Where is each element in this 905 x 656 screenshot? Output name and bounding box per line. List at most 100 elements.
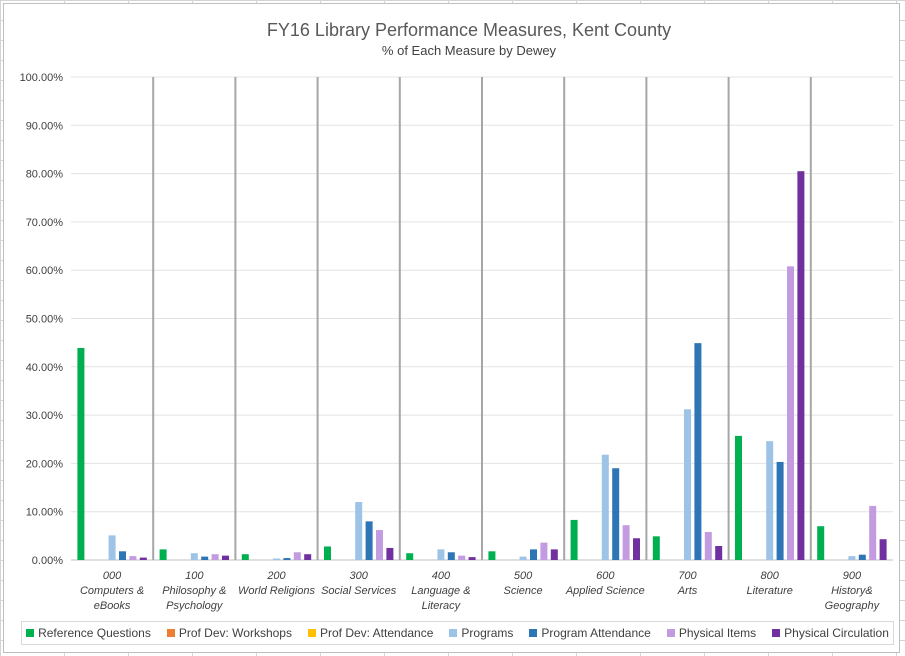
legend-swatch (772, 629, 781, 637)
y-tick-label: 20.00% (26, 458, 64, 470)
x-category-label: 800 (761, 570, 780, 582)
bar (222, 555, 229, 560)
x-category-labels: 000 Computers & eBooks 100 Philosophy & Psych… (80, 570, 881, 612)
x-category-label: Arts (677, 585, 698, 597)
legend-item[interactable]: Prof Dev: Workshops (166, 626, 292, 640)
bar (129, 556, 137, 560)
legend-label: Reference Questions (38, 626, 151, 640)
bar (488, 551, 496, 560)
bar (848, 556, 856, 560)
legend-item[interactable]: Prof Dev: Attendance (307, 626, 434, 640)
x-category-label: Literacy (422, 600, 462, 612)
bar (550, 549, 558, 560)
legend-swatch (307, 629, 316, 637)
bar (437, 549, 445, 560)
legend-label: Physical Items (678, 626, 757, 640)
x-category-label: 100 (185, 570, 204, 582)
bar (468, 557, 476, 560)
x-category-label: 900 (843, 570, 862, 582)
bar (273, 558, 280, 560)
x-category-label: History& (831, 585, 873, 597)
x-category-label: 600 (596, 570, 615, 582)
legend-swatch (449, 629, 458, 637)
bar (324, 546, 331, 560)
bar-chart: FY16 Library Performance Measures, Kent … (20, 20, 893, 612)
x-category-label: 200 (266, 570, 286, 582)
y-tick-labels: 0.00% 10.00% 20.00% 30.00% 40.00% 50.00% 60.00… (20, 72, 64, 567)
bar (766, 441, 774, 560)
legend-label: Prof Dev: Attendance (319, 626, 434, 640)
bar (879, 539, 887, 560)
x-category-label: Applied Science (565, 585, 645, 597)
bar (376, 530, 383, 560)
legend-label: Physical Circulation (784, 626, 889, 640)
x-category-label: 500 (514, 570, 533, 582)
x-category-label: Geography (825, 600, 881, 612)
bar (715, 545, 723, 560)
x-category-label: eBooks (94, 600, 131, 612)
legend-swatch (666, 629, 675, 637)
bar (684, 409, 691, 560)
bar (570, 519, 578, 560)
y-tick-label: 90.00% (26, 120, 64, 132)
x-category-label: Science (504, 585, 543, 597)
bar-series (77, 171, 887, 560)
bar (77, 347, 85, 560)
bar (406, 553, 414, 560)
x-category-label: Computers & (80, 585, 144, 597)
bar (817, 526, 825, 560)
bar (530, 549, 537, 560)
x-category-label: Language & (411, 585, 470, 597)
bar (211, 554, 219, 560)
legend-item[interactable]: Physical Items (666, 626, 757, 640)
x-category-label: 300 (350, 570, 369, 582)
x-category-label: World Religions (238, 585, 316, 597)
y-tick-label: 30.00% (26, 410, 64, 422)
bar (190, 553, 198, 560)
legend-item[interactable]: Program Attendance (529, 626, 651, 640)
legend-label: Program Attendance (541, 626, 651, 640)
chart-title: FY16 Library Performance Measures, Kent … (267, 20, 671, 40)
bar (447, 552, 455, 560)
y-tick-label: 50.00% (26, 314, 64, 326)
legend[interactable]: Reference Questions Prof Dev: Workshops Pr… (21, 621, 894, 645)
bar (694, 343, 702, 560)
bar (601, 454, 609, 560)
bar (776, 461, 784, 560)
legend-swatch (529, 629, 538, 637)
bar (386, 547, 394, 560)
legend-label: Prof Dev: Workshops (178, 626, 292, 640)
bar (652, 536, 660, 560)
bar (304, 554, 312, 560)
y-tick-label: 70.00% (26, 217, 64, 229)
x-category-label: Social Services (321, 585, 397, 597)
legend-swatch (26, 629, 35, 637)
x-category-label: 000 (103, 570, 122, 582)
bar (869, 505, 877, 560)
bar (633, 538, 640, 560)
bar (735, 435, 742, 560)
bar (159, 549, 167, 560)
category-separators (152, 77, 812, 560)
bar (365, 521, 373, 560)
y-tick-label: 100.00% (20, 72, 64, 84)
bar (704, 531, 712, 560)
x-category-label: Literature (746, 585, 792, 597)
bar (355, 502, 363, 560)
legend-item[interactable]: Physical Circulation (772, 626, 889, 640)
legend-item[interactable]: Reference Questions (26, 626, 151, 640)
bar (283, 558, 291, 560)
bar (458, 555, 466, 560)
y-tick-label: 10.00% (26, 507, 64, 519)
bar (858, 554, 866, 560)
bar (787, 266, 794, 560)
bar (622, 525, 630, 560)
bar (612, 468, 620, 560)
bar (139, 557, 147, 560)
chart-subtitle: % of Each Measure by Dewey (382, 43, 557, 58)
chart-area[interactable]: FY16 Library Performance Measures, Kent … (3, 3, 900, 653)
x-category-label: 400 (432, 570, 451, 582)
legend-item[interactable]: Programs (449, 626, 513, 640)
legend-swatch (166, 629, 175, 637)
